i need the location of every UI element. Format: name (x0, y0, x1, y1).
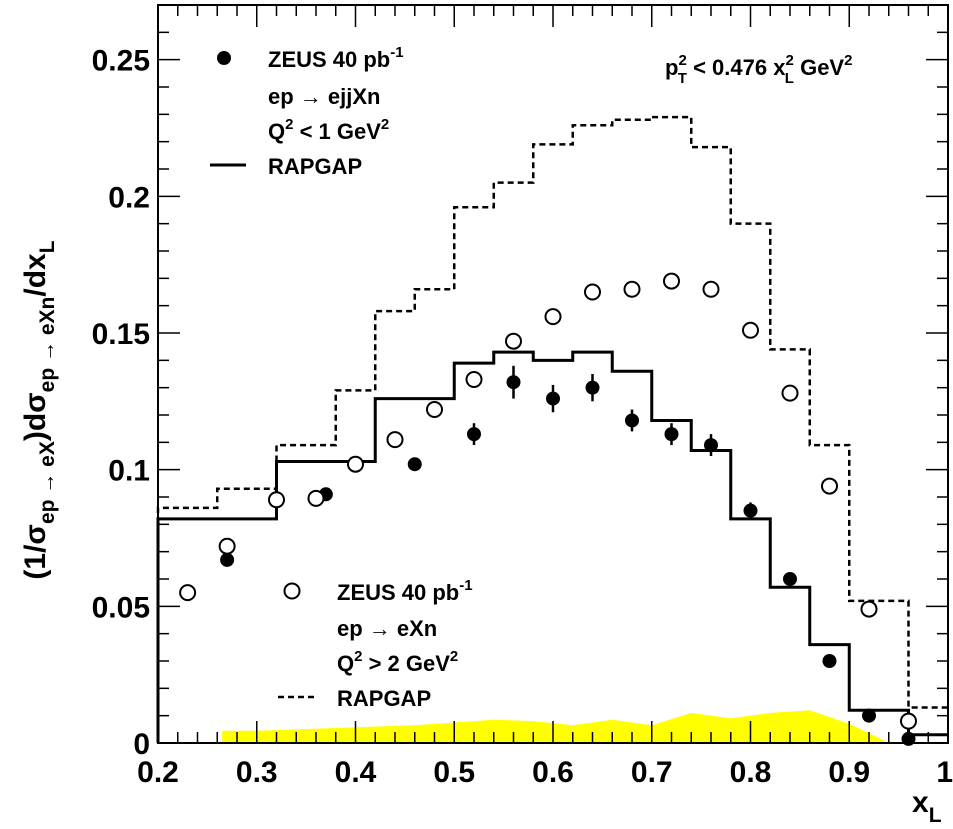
y-axis-label: (1/σep → eX)dσep → eXn/dxL (19, 240, 59, 579)
x-tick-label: 0.5 (433, 756, 475, 789)
data-point-open (179, 584, 197, 602)
y-tick-label: 0.1 (108, 455, 150, 488)
data-point-filled (585, 380, 600, 395)
data-point-open (426, 401, 443, 419)
x-tick-label: 0.9 (828, 756, 870, 789)
points-layer (179, 272, 917, 746)
cut-annotation: p2 T < 0.476 x2 L GeV2 (665, 52, 852, 87)
data-point-filled (625, 413, 639, 428)
data-point-open (623, 280, 641, 298)
x-tick-label: 0.2 (137, 756, 179, 789)
data-point-open (702, 280, 720, 298)
data-point-open (386, 431, 404, 449)
tick-labels-layer: 0.2 0.3 0.4 0.5 0.6 0.7 0.8 0.9 1 0 0.05 0.1 0.15 0.2… (92, 45, 953, 789)
x-tick-label: 0.6 (532, 756, 574, 789)
y-tick-label: 0 (133, 728, 150, 761)
data-point-open (663, 272, 680, 290)
data-point-open (900, 712, 917, 730)
y-tick-label: 0.25 (92, 45, 150, 78)
histogram-layer (156, 115, 948, 743)
data-point-open (781, 384, 799, 402)
ticks-layer (157, 4, 949, 744)
data-point-filled (783, 572, 797, 586)
legend-top: ZEUS 40 pb-1 ep → ejjXn Q2 < 1 GeV2 RAPG… (210, 44, 404, 179)
data-point-filled (743, 503, 758, 518)
legend-bottom-entry-1: ZEUS 40 pb-1 (337, 577, 473, 605)
x-axis-label: xL (912, 786, 942, 827)
legend-bottom-entry-2: ep → eXn (337, 616, 437, 641)
rapgap-photoproduction-histogram (156, 350, 948, 743)
data-point-open (742, 321, 759, 339)
x-tick-label: 0.8 (730, 756, 772, 789)
x-tick-label: 1 (936, 756, 953, 789)
plot-frame (157, 4, 949, 744)
legend-top-entry-1: ZEUS 40 pb-1 (268, 44, 404, 72)
data-point-filled (664, 427, 679, 442)
data-point-filled (506, 375, 521, 390)
rapgap-dis-histogram (156, 115, 948, 743)
data-point-open (307, 489, 325, 507)
data-point-open (584, 283, 601, 301)
data-point-open (347, 455, 364, 473)
data-point-open (505, 332, 522, 350)
y-tick-label: 0.05 (92, 591, 150, 624)
data-point-open (860, 600, 878, 618)
y-tick-label: 0.15 (92, 318, 150, 351)
x-tick-label: 0.4 (335, 756, 377, 789)
data-point-filled (467, 427, 481, 442)
x-tick-label: 0.7 (631, 756, 673, 789)
legend-top-entry-4: RAPGAP (268, 154, 362, 179)
legend-bottom-entry-3: Q2 > 2 GeV2 (337, 648, 458, 676)
data-point-open (218, 537, 236, 555)
data-point-filled (862, 708, 876, 723)
y-tick-label: 0.2 (108, 181, 150, 214)
data-point-open (268, 491, 285, 509)
legend-top-marker-filled-circle (217, 51, 231, 65)
data-point-filled (704, 438, 718, 453)
data-point-open (821, 477, 838, 495)
legend-bottom-marker-open-circle (283, 582, 301, 600)
data-point-filled (407, 457, 422, 472)
legend-bottom-entry-4: RAPGAP (337, 686, 431, 711)
data-point-open (544, 308, 562, 326)
legend-bottom: ZEUS 40 pb-1 ep → eXn Q2 > 2 GeV2 RAPGAP (278, 577, 473, 711)
legend-top-entry-3: Q2 < 1 GeV2 (268, 116, 389, 144)
legend-top-entry-2: ep → ejjXn (268, 84, 380, 109)
data-point-filled (822, 654, 837, 668)
data-point-filled (220, 552, 235, 567)
x-tick-label: 0.3 (236, 756, 278, 789)
data-point-filled (546, 391, 560, 406)
data-point-open (465, 370, 483, 388)
